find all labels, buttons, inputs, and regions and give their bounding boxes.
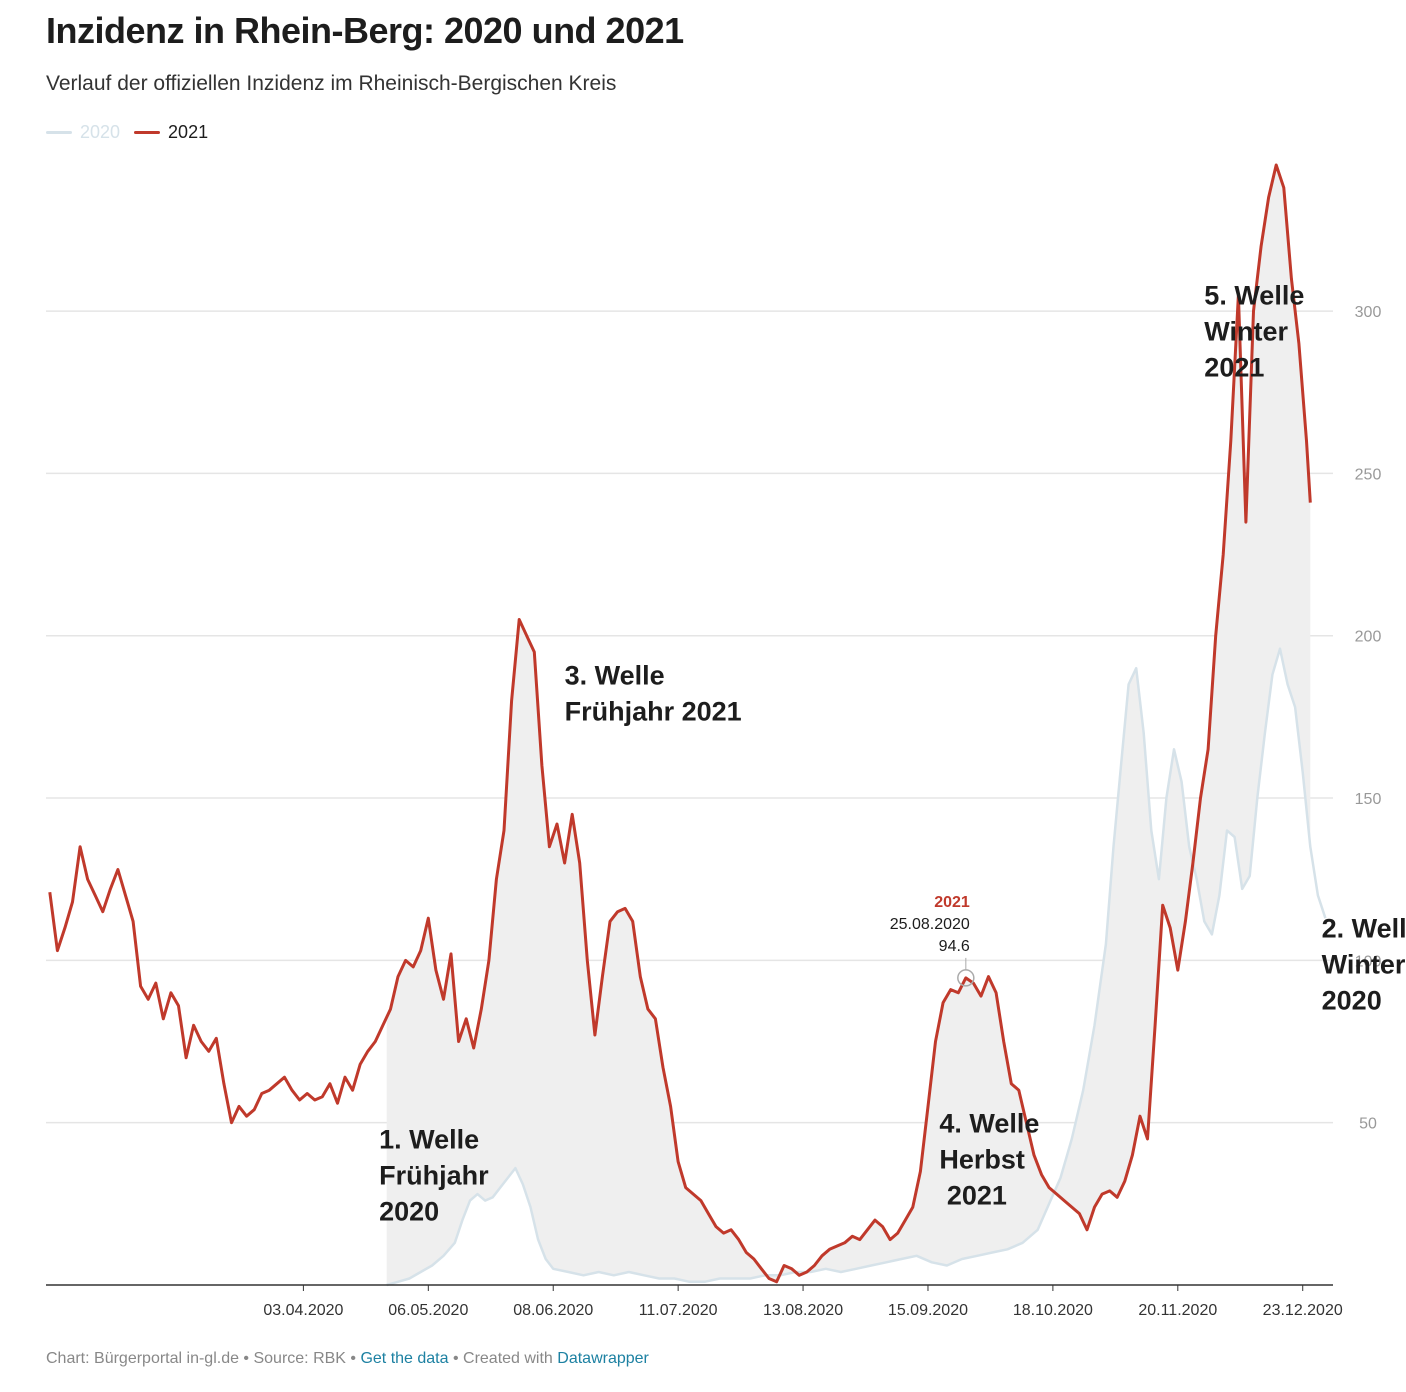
- y-tick-label-50: 50: [1359, 1116, 1377, 1133]
- chart-title: Inzidenz in Rhein-Berg: 2020 und 2021: [46, 10, 684, 51]
- legend-item-2021[interactable]: 2021: [134, 122, 208, 143]
- tooltip-date: 25.08.2020: [890, 916, 970, 933]
- legend-label-2021: 2021: [168, 122, 209, 142]
- annotation-4-line-2: Winter: [1204, 317, 1288, 347]
- area-between-series: [386, 165, 1311, 1285]
- x-tick-label-2020-06-08: 08.06.2020: [513, 1302, 593, 1319]
- tooltip-value: 94.6: [939, 938, 970, 955]
- x-tick-label-2020-08-13: 13.08.2020: [763, 1302, 843, 1319]
- x-tick-label-2020-12-23: 23.12.2020: [1263, 1302, 1343, 1319]
- annotation-3-line-3: 2021: [939, 1180, 1007, 1210]
- x-tick-label-2020-04-03: 03.04.2020: [263, 1302, 343, 1319]
- annotation-5-line-2: Winter: [1322, 950, 1406, 980]
- y-tick-label-300: 300: [1355, 304, 1382, 321]
- legend-swatch-2021: [134, 131, 161, 134]
- x-tick-label-2020-05-06: 06.05.2020: [388, 1302, 468, 1319]
- y-tick-label-150: 150: [1355, 791, 1382, 808]
- x-tick-label-2020-11-20: 20.11.2020: [1138, 1302, 1217, 1319]
- annotation-2-line-2: Frühjahr 2021: [565, 696, 742, 726]
- legend-item-2020[interactable]: 2020: [46, 122, 120, 143]
- series-line-2020: [386, 647, 1327, 1287]
- annotation-4-line-3: 2021: [1204, 353, 1264, 383]
- y-tick-label-250: 250: [1355, 466, 1382, 483]
- chart-legend: 2020 2021: [46, 122, 208, 143]
- tooltip-series: 2021: [934, 894, 970, 911]
- annotation-1-line-1: 1. Welle: [379, 1125, 479, 1155]
- get-data-link[interactable]: Get the data: [360, 1350, 449, 1367]
- legend-label-2020: 2020: [80, 122, 121, 142]
- annotation-3-line-1: 4. Welle: [939, 1108, 1039, 1138]
- footer-middle: • Created with: [448, 1350, 558, 1367]
- annotation-1-line-2: Frühjahr: [379, 1161, 489, 1191]
- x-tick-label-2020-10-18: 18.10.2020: [1013, 1302, 1093, 1319]
- annotation-3-line-2: Herbst: [939, 1144, 1025, 1174]
- y-tick-label-100: 100: [1355, 953, 1382, 970]
- footer-source: Chart: Bürgerportal in-gl.de • Source: R…: [46, 1350, 361, 1367]
- x-tick-label-2020-09-15: 15.09.2020: [888, 1302, 968, 1319]
- chart-subtitle: Verlauf der offiziellen Inzidenz im Rhei…: [46, 72, 617, 95]
- annotation-2-line-1: 3. Welle: [565, 660, 665, 690]
- x-tick-label-2020-07-11: 11.07.2020: [639, 1302, 718, 1319]
- annotation-5-line-1: 2. Welle: [1322, 914, 1406, 944]
- annotation-5-line-3: 2020: [1322, 986, 1382, 1016]
- series-line-2021: [48, 163, 1312, 1284]
- datawrapper-link[interactable]: Datawrapper: [557, 1350, 649, 1367]
- y-tick-label-200: 200: [1355, 629, 1382, 646]
- annotation-1-line-3: 2020: [379, 1197, 439, 1227]
- annotation-4-line-1: 5. Welle: [1204, 281, 1304, 311]
- legend-swatch-2020: [46, 131, 72, 134]
- chart-footer: Chart: Bürgerportal in-gl.de • Source: R…: [46, 1350, 649, 1368]
